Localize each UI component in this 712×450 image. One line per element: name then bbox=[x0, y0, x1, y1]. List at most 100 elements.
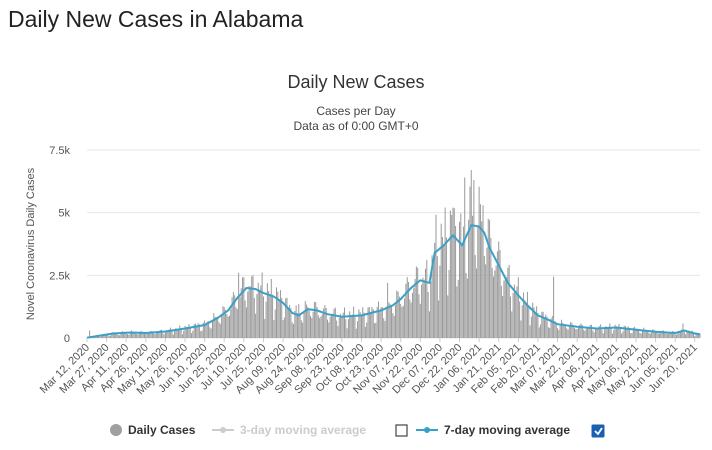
daily-case-bar bbox=[371, 306, 373, 338]
legend-daily-cases-label[interactable]: Daily Cases bbox=[128, 423, 196, 437]
daily-case-bar bbox=[323, 308, 325, 338]
daily-case-bar bbox=[129, 332, 131, 338]
daily-case-bar bbox=[125, 332, 127, 338]
legend-3day-checkbox[interactable] bbox=[395, 424, 408, 437]
daily-case-bar bbox=[385, 306, 387, 338]
daily-case-bar bbox=[269, 294, 271, 338]
daily-case-bar bbox=[536, 306, 538, 338]
daily-case-bar bbox=[302, 322, 304, 338]
daily-case-bar bbox=[311, 317, 313, 338]
daily-case-bar bbox=[325, 308, 327, 338]
daily-case-bar bbox=[490, 237, 492, 338]
daily-case-bar bbox=[617, 327, 619, 338]
daily-case-bar bbox=[355, 328, 357, 338]
daily-case-bar bbox=[159, 330, 161, 338]
daily-case-bar bbox=[240, 288, 242, 338]
daily-case-bar bbox=[272, 294, 274, 338]
daily-case-bar bbox=[392, 313, 394, 338]
daily-case-bar bbox=[419, 303, 421, 338]
legend-7day-label[interactable]: 7-day moving average bbox=[444, 423, 570, 437]
daily-case-bar bbox=[393, 315, 395, 338]
daily-case-bar bbox=[221, 315, 223, 338]
y-axis-ticks: 0 2.5k 5k 7.5k bbox=[49, 145, 70, 345]
daily-case-bar bbox=[591, 324, 593, 338]
daily-case-bar bbox=[179, 325, 181, 338]
daily-case-bar bbox=[472, 215, 474, 338]
daily-case-bar bbox=[669, 332, 671, 338]
legend-3day-dot-symbol[interactable] bbox=[220, 427, 226, 433]
daily-case-bar bbox=[387, 282, 389, 338]
daily-case-bar bbox=[478, 186, 480, 338]
daily-case-bar bbox=[551, 315, 553, 338]
daily-case-bar bbox=[249, 286, 251, 338]
daily-case-bar bbox=[206, 321, 208, 338]
daily-case-bar bbox=[627, 326, 629, 338]
daily-case-bar bbox=[205, 323, 207, 338]
daily-case-bar bbox=[260, 285, 262, 338]
daily-case-bar bbox=[580, 323, 582, 338]
daily-case-bar bbox=[337, 326, 339, 338]
daily-case-bar bbox=[180, 329, 182, 338]
daily-case-bar bbox=[509, 296, 511, 338]
daily-case-bar bbox=[189, 326, 191, 338]
daily-case-bar bbox=[214, 316, 216, 338]
daily-case-bar bbox=[672, 331, 674, 338]
daily-case-bar bbox=[349, 311, 351, 338]
daily-case-bar bbox=[234, 295, 236, 338]
daily-case-bar bbox=[304, 301, 306, 338]
daily-case-bar bbox=[638, 329, 640, 338]
daily-case-bar bbox=[277, 291, 279, 338]
daily-case-bar bbox=[410, 302, 412, 338]
daily-case-bar bbox=[498, 241, 500, 338]
daily-case-bar bbox=[533, 307, 535, 338]
daily-case-bar bbox=[251, 276, 253, 338]
daily-case-bar bbox=[330, 314, 332, 338]
daily-case-bar bbox=[243, 277, 245, 338]
daily-case-bar bbox=[149, 331, 151, 338]
daily-case-bar bbox=[481, 221, 483, 338]
daily-case-bar bbox=[402, 305, 404, 338]
daily-case-bar bbox=[324, 305, 326, 338]
daily-case-bar bbox=[123, 332, 125, 338]
daily-case-bar bbox=[555, 322, 557, 338]
daily-case-bar bbox=[127, 334, 129, 338]
daily-case-bar bbox=[652, 329, 654, 338]
daily-case-bar bbox=[423, 279, 425, 338]
daily-case-bar bbox=[340, 314, 342, 338]
daily-case-bar bbox=[350, 314, 352, 338]
legend-daily-cases-symbol[interactable] bbox=[110, 424, 122, 436]
daily-case-bar bbox=[566, 328, 568, 338]
daily-case-bar bbox=[579, 324, 581, 338]
daily-case-bar bbox=[588, 326, 590, 338]
seven-day-average-line bbox=[86, 224, 701, 339]
daily-case-bar bbox=[379, 309, 381, 338]
legend-3day-label[interactable]: 3-day moving average bbox=[240, 423, 366, 437]
daily-case-bar bbox=[482, 205, 484, 338]
daily-case-bar bbox=[469, 186, 471, 338]
daily-case-bar bbox=[686, 331, 688, 338]
daily-case-bar bbox=[104, 334, 106, 338]
daily-case-bar bbox=[370, 313, 372, 338]
daily-case-bar bbox=[619, 327, 621, 338]
daily-case-bar bbox=[468, 219, 470, 338]
daily-case-bar bbox=[279, 290, 281, 338]
daily-case-bar bbox=[537, 313, 539, 338]
daily-case-bar bbox=[431, 255, 433, 338]
daily-case-bar bbox=[110, 335, 112, 338]
daily-case-bar bbox=[270, 278, 272, 338]
daily-case-bar bbox=[439, 265, 441, 338]
daily-case-bar bbox=[699, 334, 701, 338]
daily-case-bar bbox=[413, 287, 415, 338]
daily-case-bar bbox=[649, 333, 651, 338]
daily-cases-bars bbox=[86, 170, 701, 338]
daily-case-bar bbox=[624, 326, 626, 338]
y-tick-label: 7.5k bbox=[49, 145, 70, 157]
daily-case-bar bbox=[226, 314, 228, 338]
daily-case-bar bbox=[434, 242, 436, 338]
daily-case-bar bbox=[695, 334, 697, 338]
daily-case-bar bbox=[550, 318, 552, 338]
daily-case-bar bbox=[168, 329, 170, 338]
daily-case-bar bbox=[459, 221, 461, 338]
legend-7day-dot-symbol[interactable] bbox=[424, 427, 430, 433]
